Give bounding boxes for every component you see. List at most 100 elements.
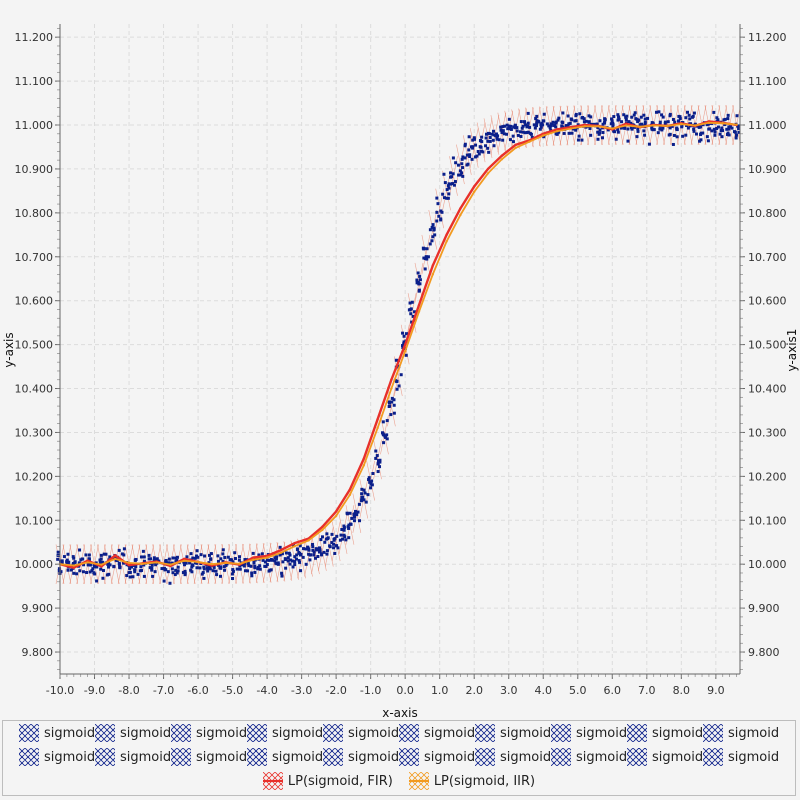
scatter-point: [417, 282, 421, 286]
scatter-point: [99, 567, 103, 571]
scatter-point: [402, 340, 406, 344]
scatter-point: [686, 110, 690, 114]
scatter-point: [532, 123, 536, 127]
scatter-point: [307, 552, 311, 556]
fir-point: [72, 566, 76, 569]
scatter-point: [298, 553, 302, 557]
scatter-point: [479, 139, 483, 143]
hatch-swatch-icon: [323, 748, 343, 766]
legend-item: sigmoid: [627, 746, 703, 768]
scatter-point: [173, 573, 177, 577]
scatter-point: [362, 498, 366, 502]
line-swatch-icon: [408, 772, 429, 790]
scatter-point: [609, 122, 613, 126]
scatter-point: [230, 572, 234, 576]
scatter-point: [684, 133, 688, 137]
x-tick-label: -3.0: [291, 684, 312, 697]
scatter-point: [267, 569, 271, 573]
scatter-point: [617, 115, 621, 119]
scatter-point: [382, 441, 386, 445]
scatter-point: [737, 127, 741, 131]
legend-item: sigmoid: [323, 746, 399, 768]
y-tick-label-left: 11.100: [15, 75, 54, 88]
scatter-point: [269, 568, 273, 572]
scatter-point: [242, 564, 246, 568]
scatter-point: [293, 555, 297, 559]
fir-point: [362, 457, 365, 460]
scatter-point: [673, 120, 677, 124]
error-band-mark: [469, 128, 479, 168]
scatter-point: [567, 131, 571, 135]
legend-label: sigmoid: [500, 749, 552, 765]
scatter-point: [293, 563, 297, 567]
scatter-point: [541, 123, 545, 127]
scatter-point: [332, 542, 336, 546]
scatter-point: [90, 569, 94, 573]
scatter-point: [642, 113, 646, 117]
scatter-point: [698, 139, 702, 143]
hatch-swatch-icon: [551, 724, 571, 742]
scatter-point: [588, 126, 592, 130]
scatter-point: [360, 487, 364, 491]
scatter-point: [692, 129, 696, 133]
hatch-swatch-icon: [247, 748, 267, 766]
scatter-point: [705, 123, 709, 127]
scatter-point: [275, 555, 279, 559]
scatter-point: [154, 563, 158, 567]
scatter-point: [167, 561, 171, 565]
scatter-point: [492, 144, 496, 148]
scatter-point: [721, 129, 725, 133]
scatter-point: [587, 114, 591, 118]
y-tick-label-right: 11.100: [748, 75, 787, 88]
scatter-point: [668, 132, 672, 136]
scatter-point: [643, 120, 647, 124]
scatter-point: [87, 553, 91, 557]
scatter-point: [486, 131, 490, 135]
y-tick-label-left: 10.500: [15, 339, 54, 352]
scatter-point: [596, 137, 600, 141]
scatter-point: [390, 396, 394, 400]
scatter-point: [507, 124, 511, 128]
scatter-point: [65, 558, 69, 562]
scatter-point: [202, 565, 206, 569]
scatter-point: [168, 581, 172, 585]
scatter-point: [734, 133, 738, 137]
scatter-point: [401, 331, 405, 335]
scatter-point: [154, 558, 158, 562]
scatter-point: [584, 119, 588, 123]
scatter-point: [675, 135, 679, 139]
scatter-point: [402, 342, 406, 346]
scatter-point: [320, 535, 324, 539]
scatter-point: [479, 145, 483, 149]
scatter-point: [202, 576, 206, 580]
hatch-swatch-icon: [627, 724, 647, 742]
scatter-point: [59, 559, 63, 563]
scatter-point: [728, 125, 732, 129]
scatter-point: [657, 110, 661, 114]
scatter-point: [381, 420, 385, 424]
scatter-point: [166, 570, 170, 574]
iir-point: [528, 140, 531, 143]
scatter-point: [342, 526, 346, 530]
y-tick-label-right: 10.500: [748, 339, 787, 352]
fir-point: [555, 128, 559, 131]
y-tick-label-left: 10.700: [15, 251, 54, 264]
scatter-point: [488, 136, 492, 140]
scatter-point: [395, 380, 399, 384]
scatter-point: [521, 130, 525, 134]
scatter-point: [247, 564, 251, 568]
scatter-point: [202, 567, 206, 571]
iir-point: [376, 426, 379, 430]
scatter-point: [142, 574, 146, 578]
scatter-point: [190, 565, 194, 569]
scatter-point: [71, 561, 75, 565]
scatter-point: [219, 557, 223, 561]
scatter-point: [66, 552, 70, 556]
scatter-point: [408, 301, 412, 305]
scatter-point: [219, 566, 223, 570]
scatter-point: [726, 113, 730, 117]
scatter-point: [333, 551, 337, 555]
iir-point: [693, 124, 697, 127]
scatter-point: [128, 567, 132, 571]
hatch-swatch-icon: [475, 748, 495, 766]
